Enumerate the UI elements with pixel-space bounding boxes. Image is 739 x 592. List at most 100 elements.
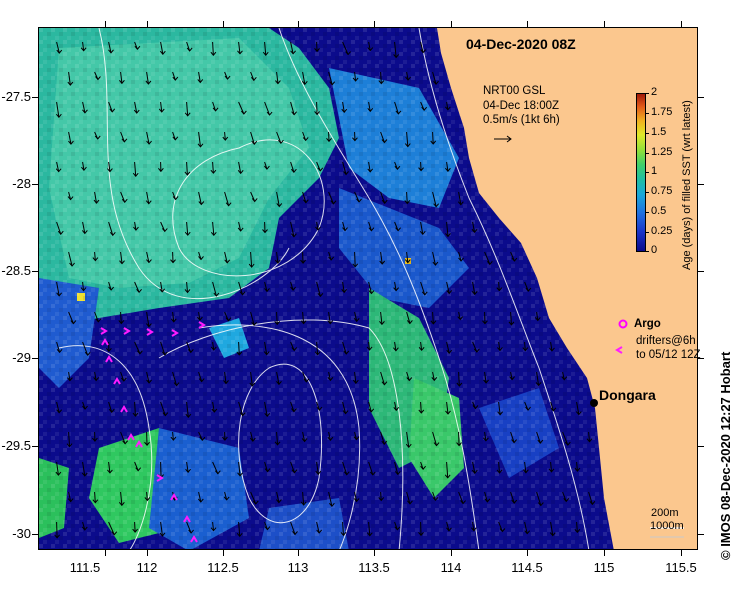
current-vector-head [393, 287, 399, 292]
current-vector [380, 251, 383, 265]
current-vector [186, 41, 191, 52]
current-vector-head [197, 79, 204, 84]
current-vector-head [369, 471, 376, 476]
current-vector [134, 161, 137, 177]
current-vector [146, 371, 150, 384]
current-vector-head [68, 140, 74, 145]
current-vector [432, 311, 434, 324]
lon-tick [374, 550, 375, 556]
current-vector-head [56, 49, 63, 54]
colorbar-tick [646, 232, 649, 233]
current-vector-head [368, 408, 375, 413]
current-vector [224, 191, 230, 206]
current-vector-head [137, 350, 143, 355]
current-vector [264, 281, 268, 292]
colorbar-tick [646, 172, 649, 173]
current-vector-head [237, 169, 244, 175]
current-vector-head [421, 291, 428, 296]
current-vector-head [419, 230, 426, 236]
current-vector [146, 491, 148, 501]
drifter-legend-line2: to 05/12 12Z [636, 349, 701, 361]
current-vector-head [157, 167, 164, 173]
current-vector [186, 521, 192, 534]
lon-tick [223, 550, 224, 556]
drifter-symbol [615, 346, 623, 354]
current-vector [250, 311, 255, 326]
current-vector [120, 191, 126, 203]
current-vector-head [290, 286, 296, 291]
current-vector-head [352, 77, 359, 82]
lat-label: -28 [12, 176, 31, 191]
current-vector-head [574, 528, 581, 534]
current-vector-head [574, 467, 581, 472]
current-vector [510, 371, 513, 380]
current-vector-head [225, 202, 232, 207]
current-vector-head [329, 81, 336, 86]
current-vector-head [379, 260, 386, 265]
current-vector-head [236, 351, 243, 356]
current-vector-head [224, 75, 231, 80]
lon-tick [105, 550, 106, 556]
current-vector-head [56, 292, 63, 297]
current-vector-head [161, 351, 168, 356]
current-vector-head [250, 76, 257, 82]
current-vector [134, 401, 136, 417]
current-vector-head [302, 199, 309, 204]
colorbar-label: 1 [651, 165, 658, 177]
current-vector [368, 281, 372, 294]
product-name: NRT00 GSL [483, 85, 546, 97]
current-vector [420, 221, 424, 235]
map-title: 04-Dec-2020 08Z [466, 36, 576, 52]
current-vector-head [291, 408, 297, 413]
drifter-mark [190, 535, 198, 543]
current-vector-head [460, 500, 466, 505]
current-vector-head [381, 440, 388, 445]
current-vector [302, 191, 307, 203]
current-vector [354, 251, 356, 267]
current-vector [68, 71, 71, 86]
current-vector-head [564, 441, 571, 446]
current-vector [498, 461, 501, 473]
current-vector-head [264, 468, 271, 473]
colorbar-tick [646, 192, 649, 193]
current-vector-head [291, 111, 298, 116]
isobath-200-label: 200m [651, 507, 679, 519]
current-vector [264, 41, 267, 56]
current-vector-head [119, 260, 125, 265]
lat-tick [698, 97, 704, 98]
current-vector-head [290, 50, 296, 55]
current-vector-head [420, 49, 427, 54]
current-vector [120, 311, 122, 324]
current-vector [250, 491, 257, 505]
lat-label: -27.5 [1, 89, 31, 104]
current-vector-head [484, 498, 491, 503]
current-vector [484, 371, 487, 383]
current-vector-head [276, 203, 283, 208]
current-vector-head [237, 472, 243, 477]
current-vector [108, 461, 111, 473]
current-vector [264, 341, 268, 355]
current-vector-head [184, 112, 191, 117]
lat-label: -29.5 [1, 438, 31, 453]
current-vector [68, 431, 71, 447]
current-vector-head [343, 171, 349, 176]
current-vector-head [263, 351, 270, 356]
current-vector-head [224, 259, 231, 264]
current-vector [212, 461, 219, 474]
current-vector [394, 401, 397, 411]
current-vector-head [198, 378, 205, 383]
colorbar-tick [646, 113, 649, 114]
current-vector-head [292, 531, 298, 536]
current-vector-head [525, 287, 532, 292]
current-vector-head [222, 136, 229, 141]
current-vector-head [188, 529, 195, 534]
current-vector [198, 311, 201, 321]
drifter-legend-label: drifters@6h to 05/12 12Z [636, 334, 701, 362]
current-vector [120, 491, 123, 506]
lon-label: 114 [440, 560, 462, 575]
current-vector [472, 221, 476, 233]
current-vector [342, 101, 345, 113]
current-vector [562, 431, 569, 446]
current-vector [510, 431, 515, 443]
current-vector-head [252, 500, 259, 505]
